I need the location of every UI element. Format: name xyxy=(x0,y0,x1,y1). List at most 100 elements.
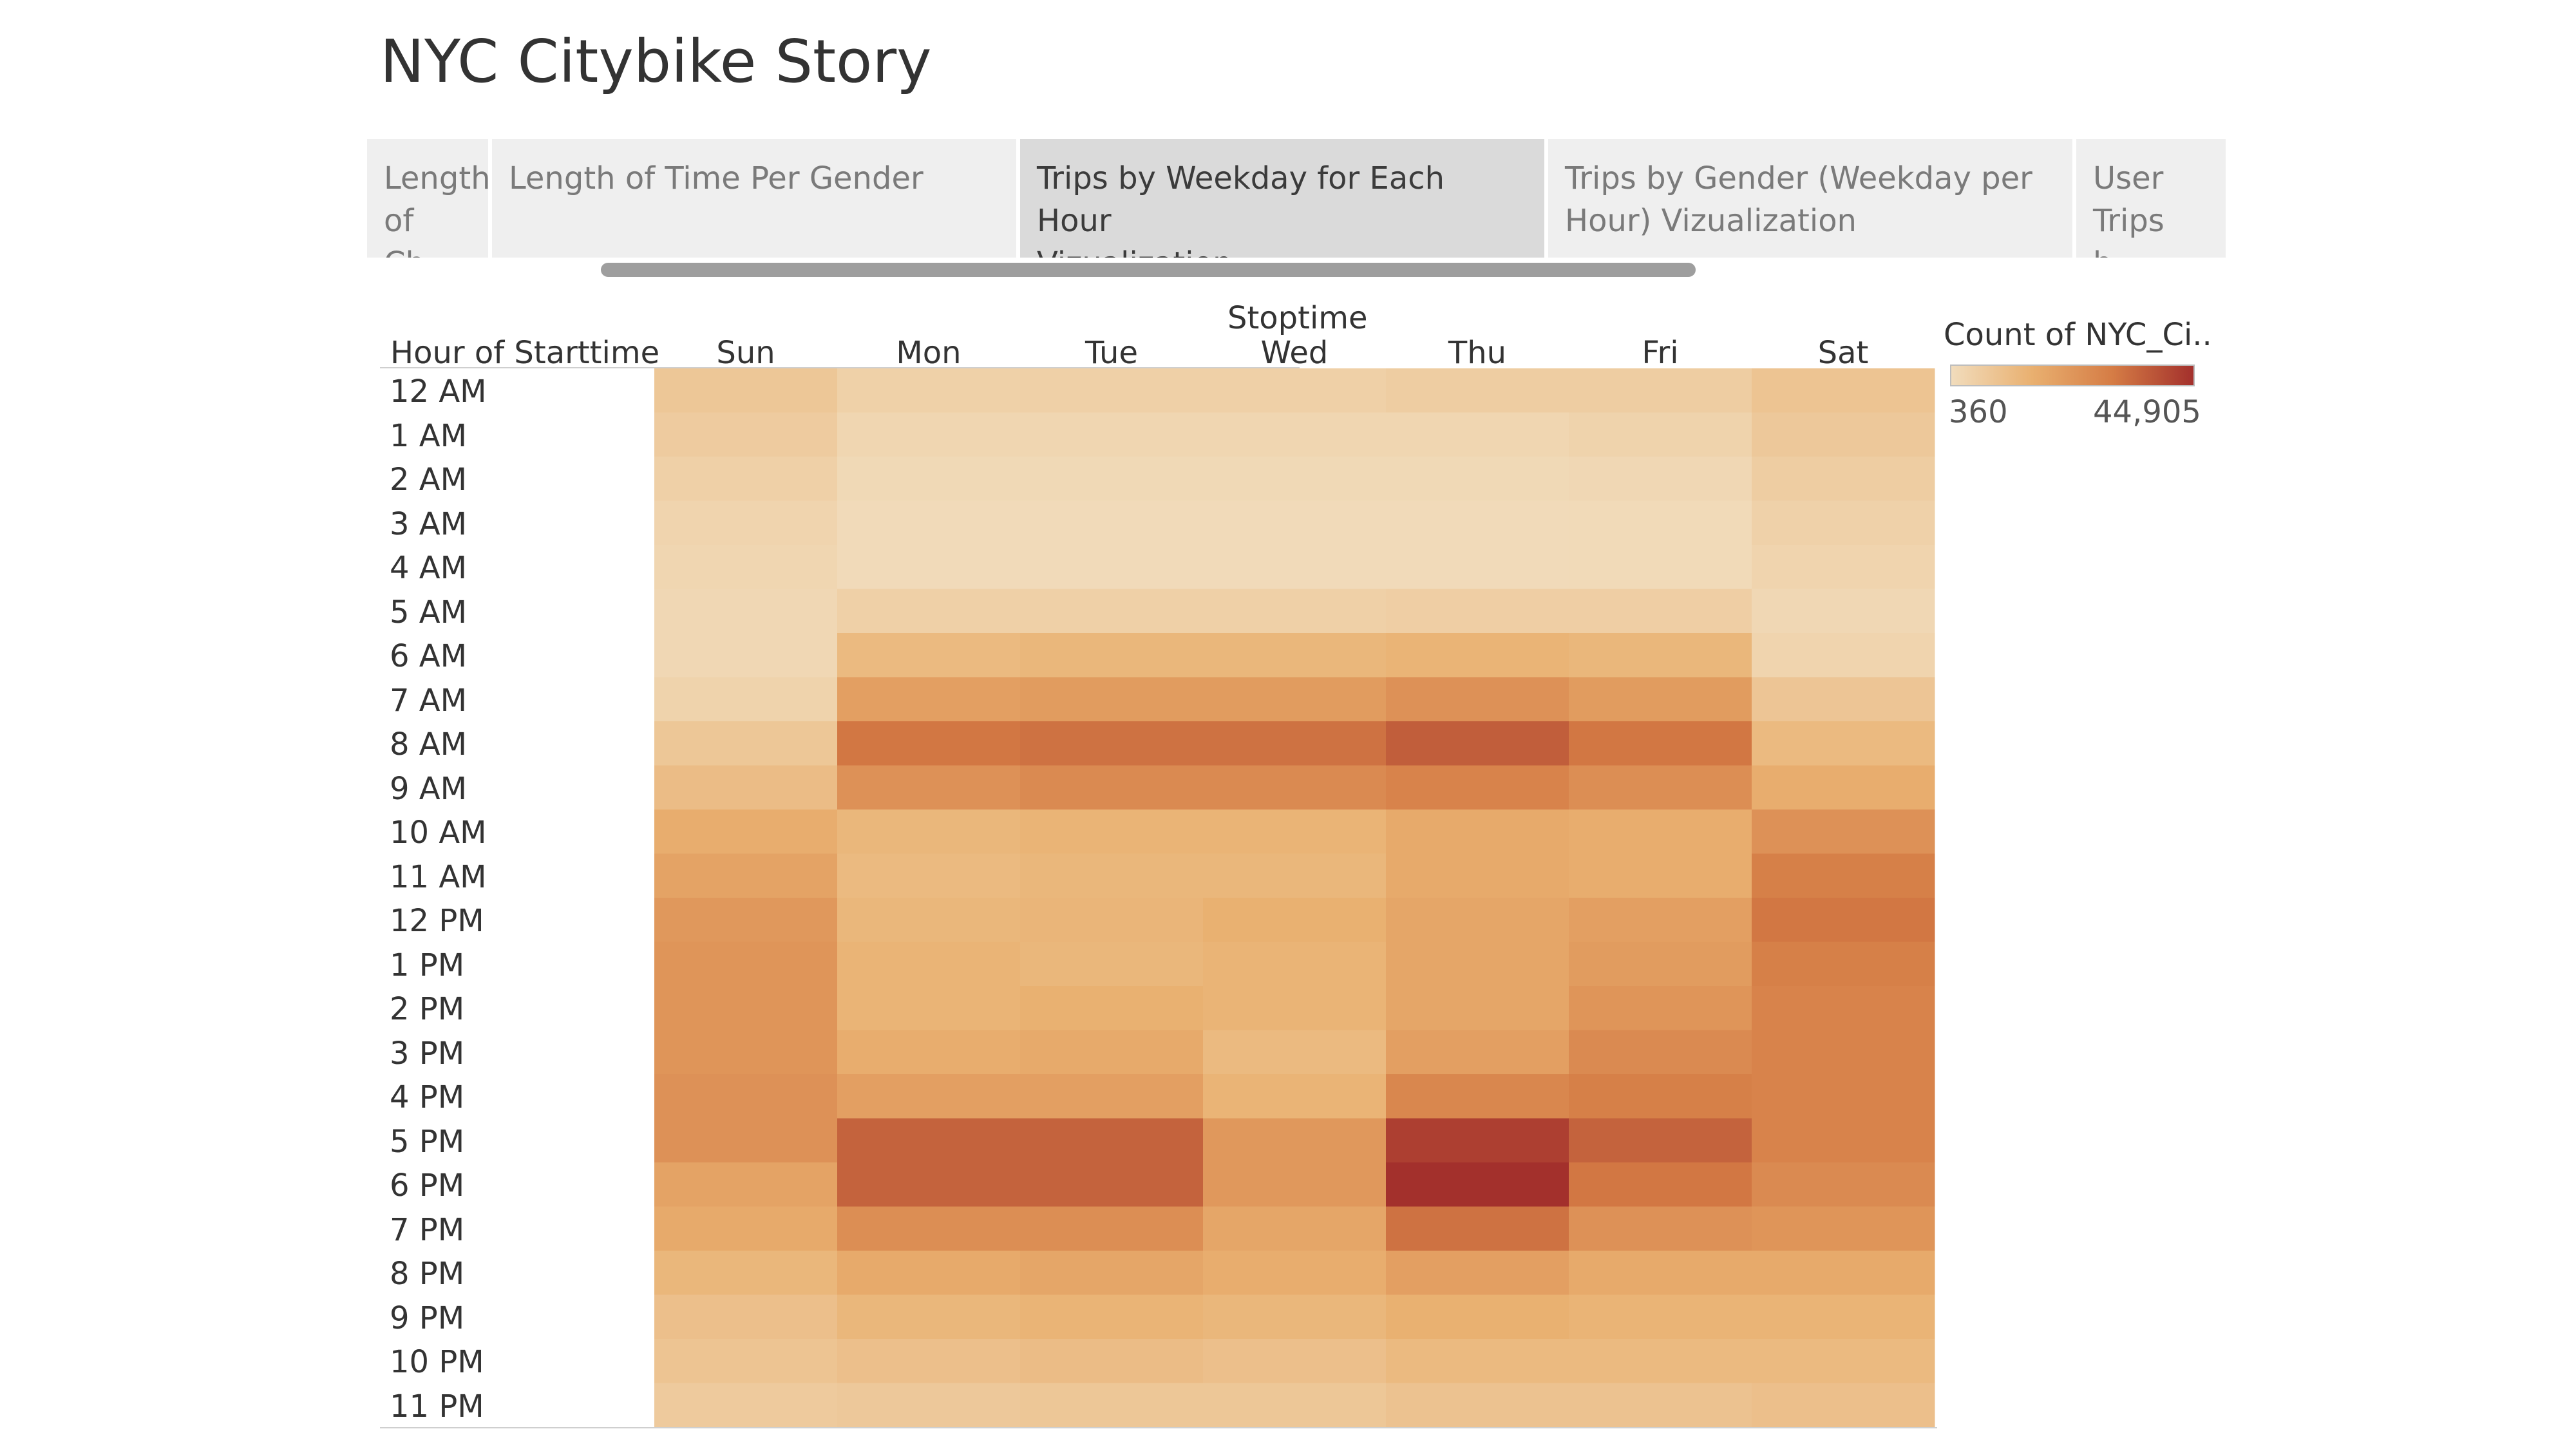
heatmap-cell[interactable] xyxy=(837,1206,1021,1251)
heatmap-cell[interactable] xyxy=(837,457,1021,501)
heatmap-cell[interactable] xyxy=(1752,1118,1935,1163)
heatmap-cell[interactable] xyxy=(1020,1294,1204,1340)
heatmap-cell[interactable] xyxy=(654,1118,838,1163)
heatmap-cell[interactable] xyxy=(1203,1118,1387,1163)
heatmap-cell[interactable] xyxy=(654,942,838,987)
tab-scrollbar[interactable] xyxy=(601,263,1696,277)
heatmap-cell[interactable] xyxy=(837,1030,1021,1075)
heatmap-cell[interactable] xyxy=(1203,1030,1387,1075)
heatmap-cell[interactable] xyxy=(1752,1206,1935,1251)
heatmap-cell[interactable] xyxy=(1569,500,1752,545)
heatmap-cell[interactable] xyxy=(1020,986,1204,1030)
heatmap-cell[interactable] xyxy=(1020,853,1204,898)
heatmap-cell[interactable] xyxy=(1569,721,1752,766)
heatmap-cell[interactable] xyxy=(1020,1074,1204,1119)
heatmap-cell[interactable] xyxy=(1569,942,1752,987)
heatmap-cell[interactable] xyxy=(1203,898,1387,942)
heatmap-cell[interactable] xyxy=(1020,633,1204,677)
heatmap-cell[interactable] xyxy=(1386,633,1569,677)
heatmap-cell[interactable] xyxy=(1569,633,1752,677)
heatmap-cell[interactable] xyxy=(1752,545,1935,589)
heatmap-cell[interactable] xyxy=(1020,1030,1204,1075)
heatmap-cell[interactable] xyxy=(1020,765,1204,810)
heatmap-cell[interactable] xyxy=(1569,1118,1752,1163)
heatmap-cell[interactable] xyxy=(1386,589,1569,634)
heatmap-cell[interactable] xyxy=(1752,1383,1935,1428)
heatmap-cell[interactable] xyxy=(1752,898,1935,942)
heatmap-cell[interactable] xyxy=(654,1074,838,1119)
heatmap-cell[interactable] xyxy=(1752,810,1935,854)
heatmap-cell[interactable] xyxy=(1020,810,1204,854)
heatmap-cell[interactable] xyxy=(654,721,838,766)
heatmap-cell[interactable] xyxy=(837,810,1021,854)
heatmap-cell[interactable] xyxy=(1386,677,1569,722)
heatmap-cell[interactable] xyxy=(1203,765,1387,810)
heatmap-cell[interactable] xyxy=(1752,1294,1935,1340)
heatmap-cell[interactable] xyxy=(1569,545,1752,589)
heatmap-cell[interactable] xyxy=(1752,1162,1935,1207)
heatmap-cell[interactable] xyxy=(654,1162,838,1207)
heatmap-cell[interactable] xyxy=(1569,898,1752,942)
heatmap-cell[interactable] xyxy=(1386,765,1569,810)
heatmap-cell[interactable] xyxy=(837,853,1021,898)
heatmap-cell[interactable] xyxy=(1203,1294,1387,1340)
heatmap-cell[interactable] xyxy=(1020,412,1204,457)
heatmap-cell[interactable] xyxy=(1386,853,1569,898)
tab-user-trips[interactable]: User Trips b.. xyxy=(2076,139,2226,258)
heatmap-cell[interactable] xyxy=(1386,986,1569,1030)
heatmap-cell[interactable] xyxy=(654,1251,838,1295)
heatmap-cell[interactable] xyxy=(1020,1251,1204,1295)
heatmap-cell[interactable] xyxy=(1203,1206,1387,1251)
heatmap-cell[interactable] xyxy=(1386,1339,1569,1383)
heatmap-cell[interactable] xyxy=(1203,1383,1387,1428)
heatmap-cell[interactable] xyxy=(1020,1339,1204,1383)
heatmap-cell[interactable] xyxy=(1752,633,1935,677)
heatmap-cell[interactable] xyxy=(1203,633,1387,677)
heatmap-cell[interactable] xyxy=(1386,457,1569,501)
heatmap-cell[interactable] xyxy=(1020,368,1204,413)
heatmap-cell[interactable] xyxy=(654,589,838,634)
heatmap-cell[interactable] xyxy=(1203,810,1387,854)
heatmap-cell[interactable] xyxy=(837,589,1021,634)
heatmap-cell[interactable] xyxy=(654,853,838,898)
heatmap-cell[interactable] xyxy=(837,1118,1021,1163)
heatmap-cell[interactable] xyxy=(1752,942,1935,987)
heatmap-cell[interactable] xyxy=(1386,1251,1569,1295)
heatmap-cell[interactable] xyxy=(1386,1162,1569,1207)
heatmap-cell[interactable] xyxy=(837,500,1021,545)
heatmap-cell[interactable] xyxy=(1569,1251,1752,1295)
heatmap-cell[interactable] xyxy=(654,1383,838,1428)
heatmap-cell[interactable] xyxy=(1569,1383,1752,1428)
heatmap-cell[interactable] xyxy=(1386,412,1569,457)
heatmap-cell[interactable] xyxy=(654,1339,838,1383)
heatmap-cell[interactable] xyxy=(837,765,1021,810)
heatmap-cell[interactable] xyxy=(1752,368,1935,413)
heatmap-cell[interactable] xyxy=(837,412,1021,457)
heatmap-cell[interactable] xyxy=(1020,942,1204,987)
heatmap-cell[interactable] xyxy=(1752,721,1935,766)
heatmap-cell[interactable] xyxy=(1020,545,1204,589)
heatmap-cell[interactable] xyxy=(1386,1118,1569,1163)
heatmap-cell[interactable] xyxy=(1752,457,1935,501)
heatmap-cell[interactable] xyxy=(1203,853,1387,898)
heatmap-cell[interactable] xyxy=(837,368,1021,413)
heatmap-cell[interactable] xyxy=(1752,853,1935,898)
heatmap-cell[interactable] xyxy=(1203,986,1387,1030)
heatmap-cell[interactable] xyxy=(1569,1074,1752,1119)
heatmap-cell[interactable] xyxy=(1386,1030,1569,1075)
tab-length-of-ch[interactable]: Length of Ch.. xyxy=(367,139,488,258)
heatmap-cell[interactable] xyxy=(1386,545,1569,589)
heatmap-cell[interactable] xyxy=(1569,986,1752,1030)
heatmap-cell[interactable] xyxy=(1569,677,1752,722)
heatmap-cell[interactable] xyxy=(1569,765,1752,810)
heatmap-cell[interactable] xyxy=(1020,457,1204,501)
heatmap-cell[interactable] xyxy=(654,765,838,810)
heatmap-cell[interactable] xyxy=(1203,1251,1387,1295)
heatmap-cell[interactable] xyxy=(1386,368,1569,413)
tab-length-of-time-per-gender[interactable]: Length of Time Per Gender xyxy=(492,139,1016,258)
heatmap-cell[interactable] xyxy=(1386,1074,1569,1119)
heatmap-cell[interactable] xyxy=(1386,1206,1569,1251)
heatmap-cell[interactable] xyxy=(1203,589,1387,634)
heatmap-cell[interactable] xyxy=(837,633,1021,677)
heatmap-cell[interactable] xyxy=(837,721,1021,766)
